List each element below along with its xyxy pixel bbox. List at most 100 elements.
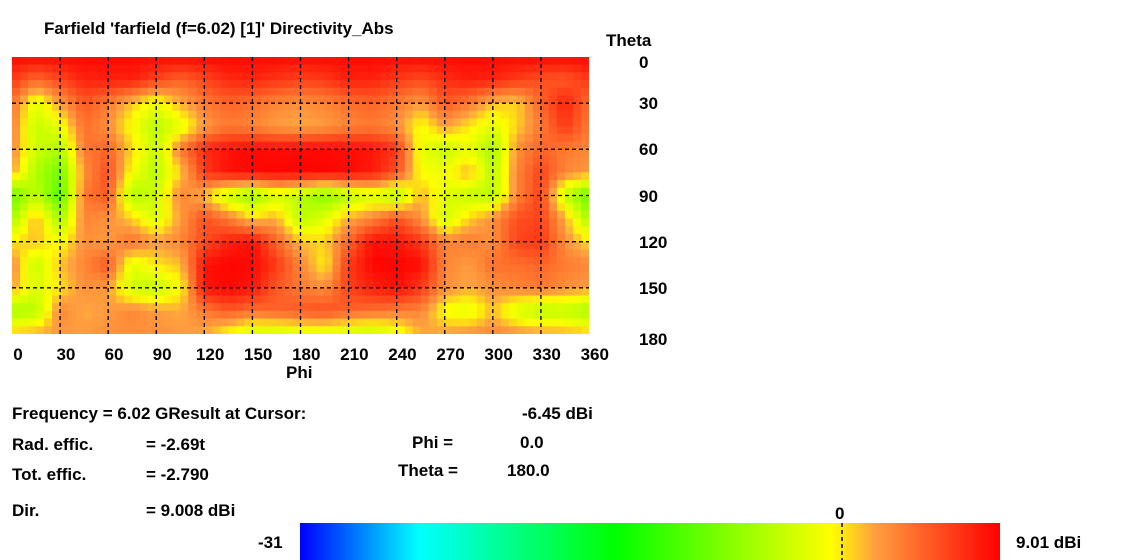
heatmap-cell (20, 272, 29, 281)
heatmap-cell (580, 318, 589, 327)
heatmap-cell (60, 149, 69, 158)
heatmap-cell (364, 295, 374, 304)
heatmap-cell (108, 241, 117, 250)
heatmap-cell (252, 57, 262, 66)
heatmap-cell (164, 110, 173, 120)
heatmap-cell (220, 141, 229, 150)
heatmap-cell (388, 95, 398, 104)
heatmap-cell (268, 133, 278, 143)
heatmap-cell (284, 126, 294, 135)
heatmap-cell (348, 287, 358, 297)
heatmap-cell (228, 241, 237, 250)
heatmap-cell (268, 264, 278, 274)
heatmap-cell (268, 180, 278, 189)
heatmap-cell (492, 72, 502, 81)
heatmap-cell (468, 203, 478, 212)
heatmap-cell (500, 280, 510, 289)
heatmap-cell (556, 64, 566, 73)
heatmap-cell (532, 233, 542, 243)
heatmap-cell (244, 287, 254, 297)
heatmap-cell (244, 264, 254, 274)
heatmap-cell (268, 149, 278, 158)
heatmap-cell (140, 141, 149, 150)
heatmap-cell (348, 72, 358, 81)
heatmap-cell (436, 226, 446, 235)
heatmap-cell (484, 164, 494, 174)
heatmap-cell (124, 272, 133, 281)
heatmap-cell (484, 72, 494, 81)
heatmap-cell (500, 118, 510, 127)
heatmap-cell (156, 87, 165, 97)
heatmap-cell (340, 203, 350, 212)
heatmap-cell (516, 249, 526, 258)
heatmap-cell (412, 149, 422, 158)
heatmap-cell (348, 264, 358, 274)
heatmap-cell (508, 241, 518, 250)
heatmap-cell (244, 233, 254, 243)
heatmap-cell (268, 57, 278, 66)
heatmap-cell (444, 233, 454, 243)
heatmap-cell (492, 280, 502, 289)
heatmap-cell (260, 210, 270, 220)
heatmap-cell (324, 180, 334, 189)
heatmap-cell (212, 141, 221, 150)
heatmap-cell (540, 187, 550, 197)
heatmap-cell (180, 249, 189, 258)
heatmap-cell (356, 187, 366, 197)
heatmap-cell (36, 157, 45, 166)
heatmap-cell (388, 210, 398, 220)
heatmap-cell (84, 226, 93, 235)
heatmap-cell (516, 310, 526, 320)
heatmap-cell (244, 303, 254, 312)
heatmap-cell (284, 280, 294, 289)
heatmap-cell (492, 318, 502, 327)
heatmap-cell (36, 126, 45, 135)
heatmap-cell (540, 157, 550, 166)
heatmap-cell (340, 257, 350, 266)
heatmap-cell (500, 218, 510, 227)
heatmap-cell (180, 287, 189, 297)
heatmap-cell (308, 195, 318, 204)
heatmap-cell (84, 164, 93, 174)
heatmap-cell (84, 157, 93, 166)
heatmap-cell (436, 233, 446, 243)
heatmap-cell (236, 172, 246, 181)
heatmap-cell (556, 57, 566, 66)
heatmap-cell (372, 233, 382, 243)
heatmap-cell (140, 110, 149, 120)
heatmap-cell (140, 272, 149, 281)
heatmap-cell (188, 164, 197, 174)
heatmap-cell (484, 187, 494, 197)
heatmap-cell (268, 141, 278, 150)
heatmap-cell (284, 264, 294, 274)
heatmap-cell (500, 157, 510, 166)
heatmap-cell (532, 149, 542, 158)
heatmap-cell (484, 272, 494, 281)
heatmap-cell (236, 318, 246, 327)
heatmap-cell (300, 72, 310, 81)
heatmap-cell (332, 157, 342, 166)
heatmap-cell (116, 241, 125, 250)
heatmap-cell (172, 64, 181, 73)
heatmap-cell (60, 180, 69, 189)
heatmap-cell (500, 210, 510, 220)
heatmap-cell (52, 203, 61, 212)
heatmap-cell (468, 80, 478, 89)
heatmap-cell (108, 72, 117, 81)
heatmap-cell (76, 233, 85, 243)
heatmap-cell (92, 95, 101, 104)
heatmap-cell (332, 180, 342, 189)
heatmap-cell (524, 287, 534, 297)
heatmap-cell (484, 110, 494, 120)
heatmap-cell (212, 210, 221, 220)
heatmap-cell (116, 149, 125, 158)
heatmap-cell (164, 57, 173, 66)
heatmap-cell (380, 326, 390, 334)
heatmap-cell (500, 172, 510, 181)
heatmap-cell (444, 95, 454, 104)
heatmap-cell (236, 195, 246, 204)
heatmap-cell (404, 164, 414, 174)
heatmap-cell (100, 172, 109, 181)
heatmap-cell (404, 157, 414, 166)
heatmap-cell (460, 310, 470, 320)
